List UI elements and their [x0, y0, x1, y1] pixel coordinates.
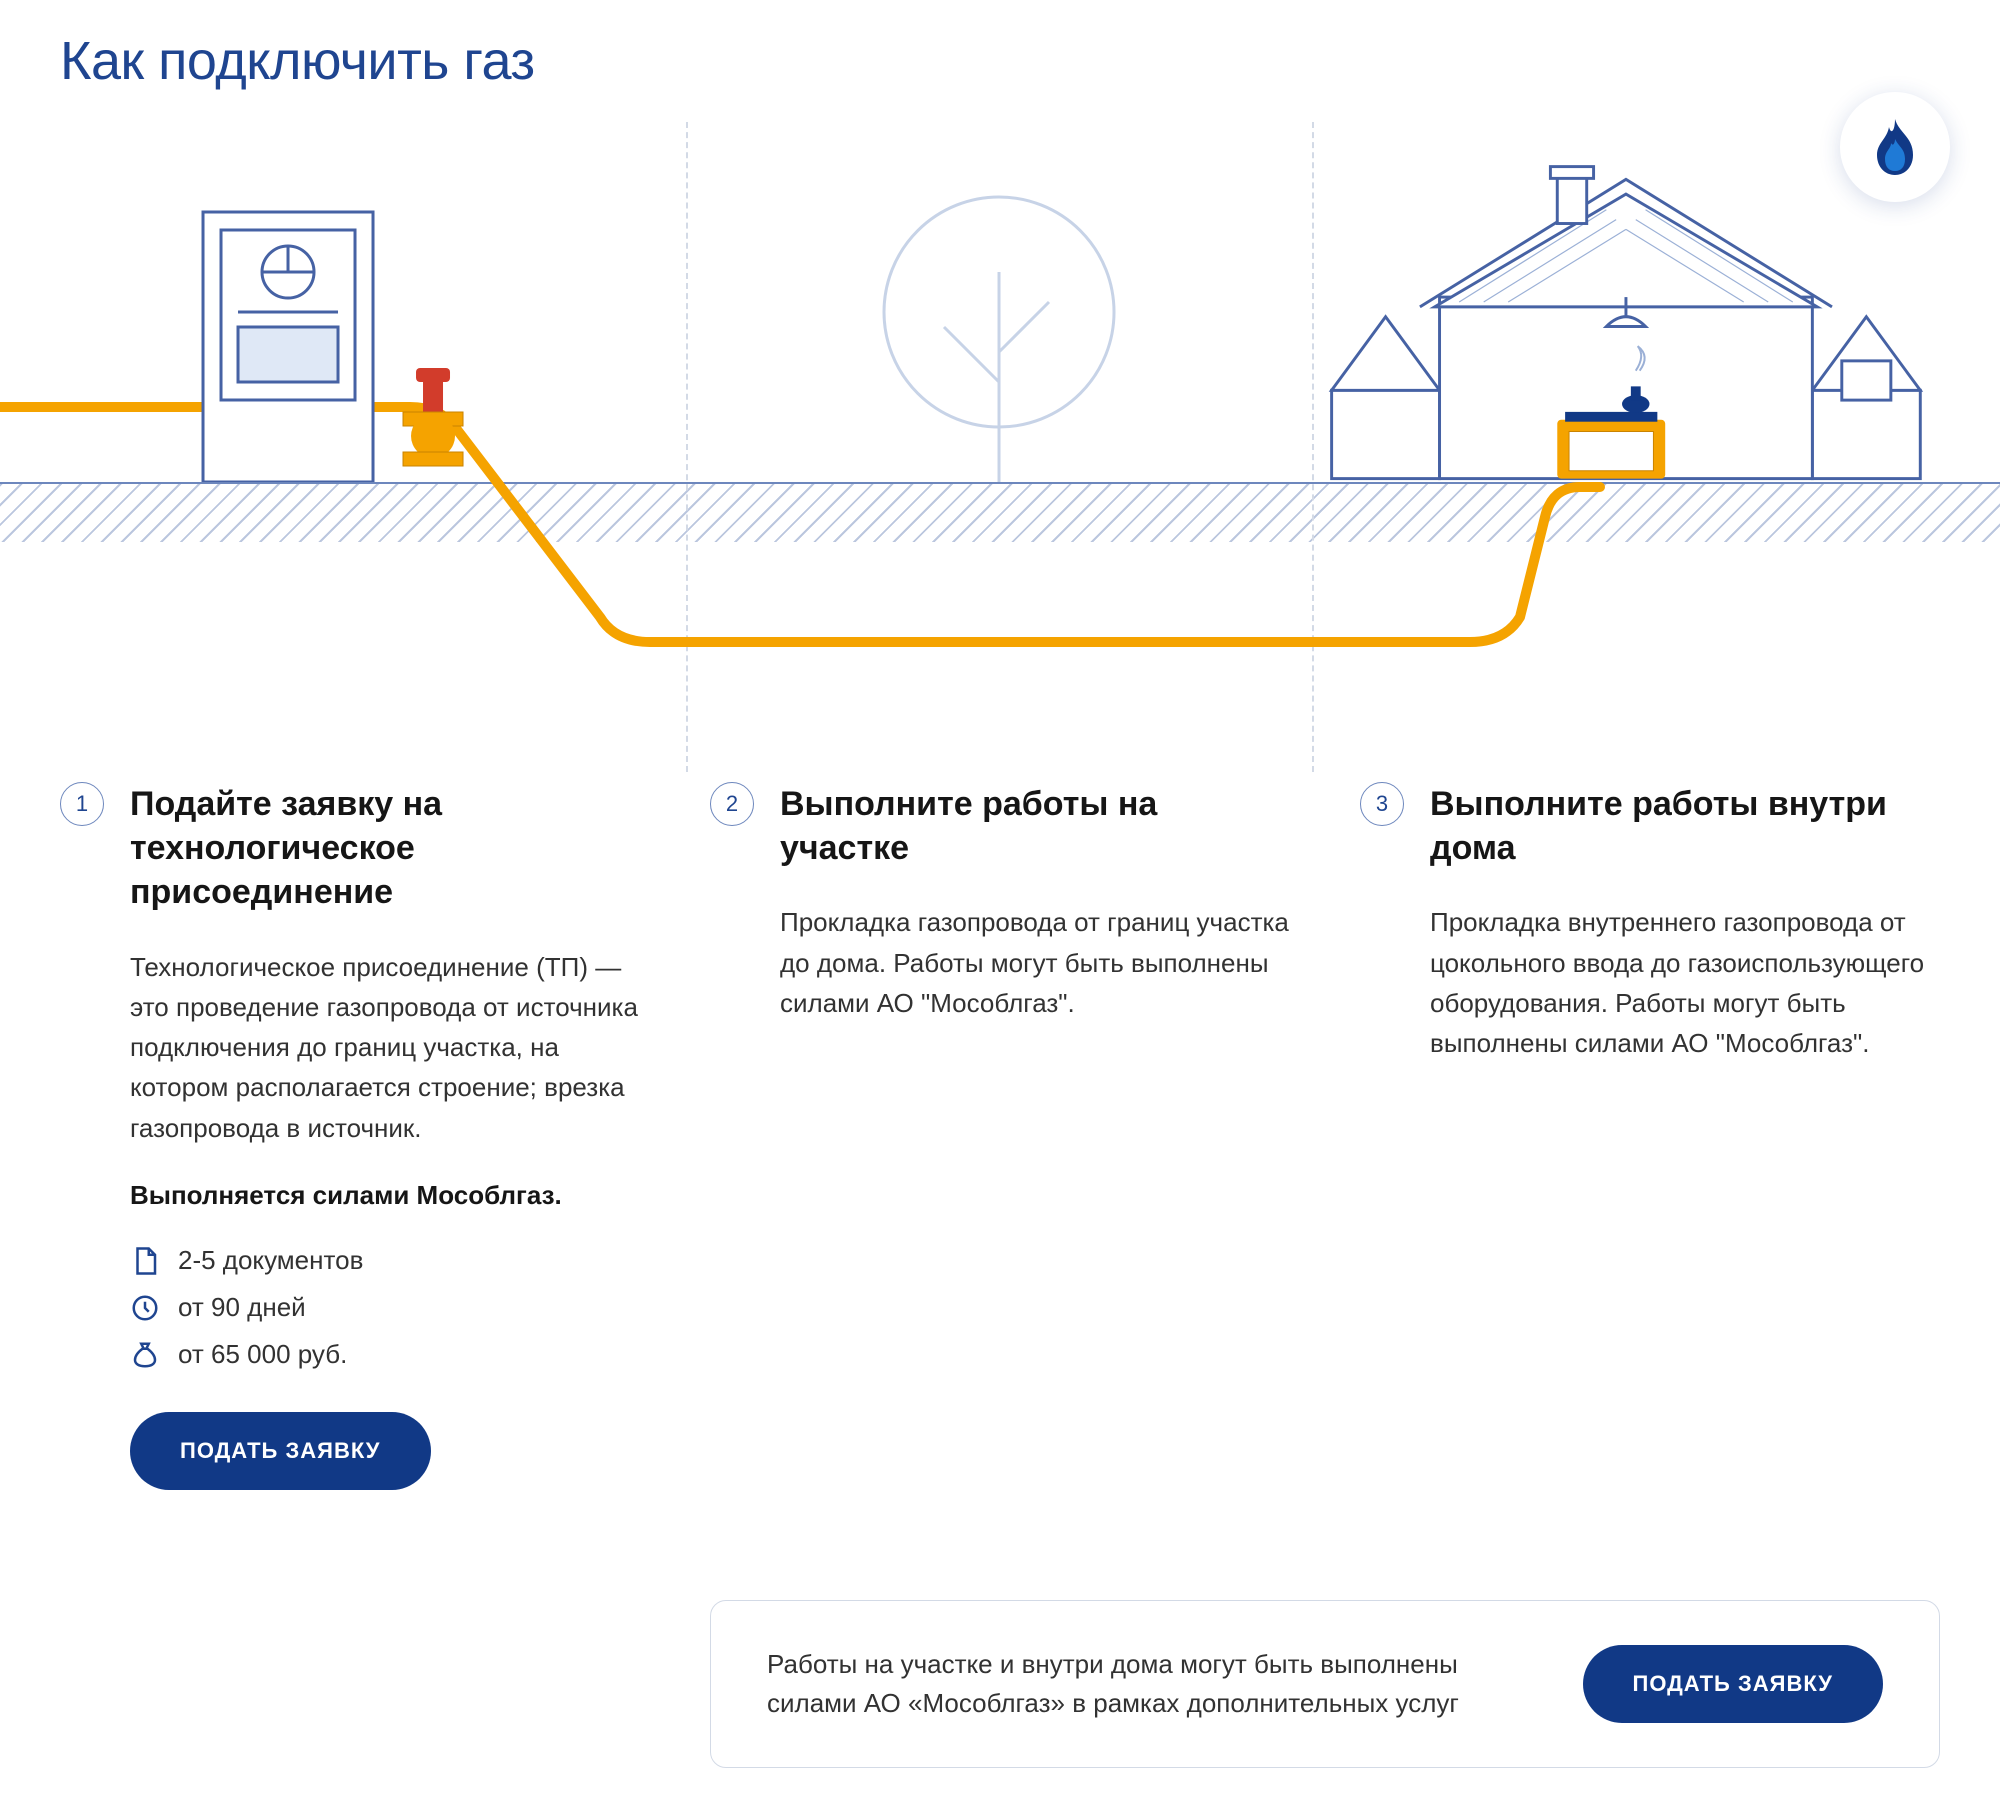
meta-docs-text: 2-5 документов — [178, 1245, 363, 1276]
step-2: 2 Выполните работы на участке Прокладка … — [710, 782, 1290, 1490]
tree-icon — [686, 122, 1312, 482]
clock-icon — [130, 1293, 160, 1323]
steps-grid: 1 Подайте заявку на технологическое прис… — [60, 782, 1940, 1768]
step-number: 2 — [710, 782, 754, 826]
submit-application-button-combined[interactable]: ПОДАТЬ ЗАЯВКУ — [1583, 1645, 1884, 1723]
house-icon — [1312, 122, 1940, 482]
moneybag-icon — [130, 1340, 160, 1370]
step-title: Выполните работы на участке — [780, 782, 1290, 870]
combined-cta-text: Работы на участке и внутри дома могут бы… — [767, 1645, 1533, 1723]
step-title: Выполните работы внутри дома — [1430, 782, 1940, 870]
step-meta-list: 2-5 документов от 90 дней от 65 000 руб. — [130, 1245, 640, 1370]
step-desc: Прокладка внутреннего газопровода от цок… — [1430, 902, 1940, 1063]
meta-time-text: от 90 дней — [178, 1292, 306, 1323]
meta-docs: 2-5 документов — [130, 1245, 640, 1276]
meta-price-text: от 65 000 руб. — [178, 1339, 347, 1370]
step-title: Подайте заявку на технологическое присое… — [130, 782, 640, 915]
step-1: 1 Подайте заявку на технологическое прис… — [60, 782, 640, 1490]
step-number: 3 — [1360, 782, 1404, 826]
page-title: Как подключить газ — [60, 30, 1940, 92]
submit-application-button[interactable]: ПОДАТЬ ЗАЯВКУ — [130, 1412, 431, 1490]
document-icon — [130, 1246, 160, 1276]
illustration-band — [60, 122, 1940, 562]
step-3: 3 Выполните работы внутри дома Прокладка… — [1360, 782, 1940, 1490]
gas-cabinet-icon — [60, 122, 686, 482]
step-desc: Прокладка газопровода от границ участка … — [780, 902, 1290, 1023]
step-number: 1 — [60, 782, 104, 826]
step-note: Выполняется силами Мособлгаз. — [130, 1176, 640, 1215]
combined-cta-box: Работы на участке и внутри дома могут бы… — [710, 1600, 1940, 1768]
meta-price: от 65 000 руб. — [130, 1339, 640, 1370]
meta-time: от 90 дней — [130, 1292, 640, 1323]
step-desc: Технологическое присоединение (ТП) — это… — [130, 947, 640, 1148]
